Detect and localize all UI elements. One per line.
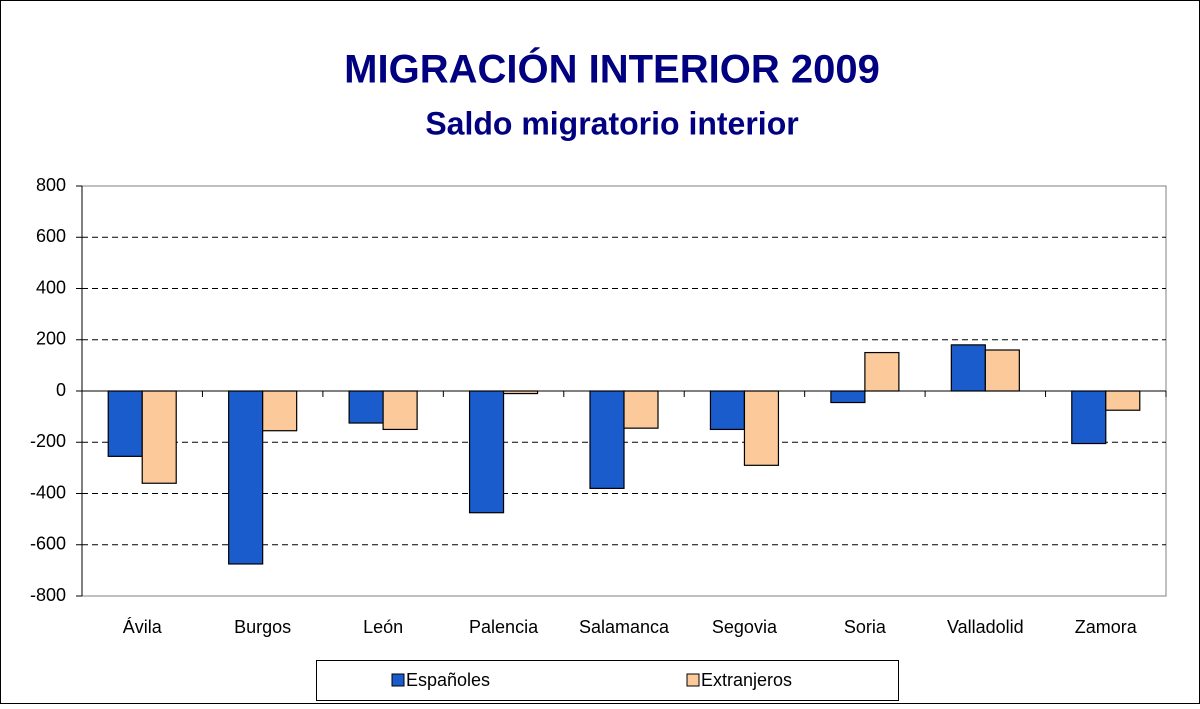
legend-swatch bbox=[686, 673, 700, 687]
x-tick-label: Valladolid bbox=[947, 617, 1024, 637]
x-tick-label: Salamanca bbox=[579, 617, 670, 637]
y-tick-label: 400 bbox=[36, 277, 66, 297]
y-tick-label: 600 bbox=[36, 226, 66, 246]
legend-box bbox=[316, 660, 899, 701]
x-tick-label: Segovia bbox=[712, 617, 778, 637]
y-tick-label: 800 bbox=[36, 175, 66, 195]
x-tick-label: Zamora bbox=[1075, 617, 1138, 637]
bar bbox=[589, 390, 625, 489]
bar bbox=[864, 351, 900, 392]
bar bbox=[262, 390, 298, 432]
y-tick-label: -400 bbox=[30, 482, 66, 502]
legend-label: Españoles bbox=[406, 670, 490, 690]
bar bbox=[228, 390, 264, 565]
y-tick-label: -800 bbox=[30, 585, 66, 605]
bar bbox=[468, 390, 505, 514]
y-tick-label: -600 bbox=[30, 534, 66, 554]
x-tick-label: Soria bbox=[844, 617, 887, 637]
bar bbox=[709, 390, 746, 431]
bar bbox=[950, 344, 986, 392]
bar bbox=[743, 390, 780, 466]
chart-title: MIGRACIÓN INTERIOR 2009 bbox=[344, 46, 880, 92]
bar bbox=[141, 390, 177, 484]
bar bbox=[348, 390, 384, 424]
legend-label: Extranjeros bbox=[701, 670, 792, 690]
bar bbox=[830, 390, 866, 404]
chart-subtitle: Saldo migratorio interior bbox=[425, 105, 798, 141]
bar bbox=[984, 349, 1020, 392]
legend-swatch bbox=[391, 673, 405, 687]
bar bbox=[1071, 390, 1107, 445]
bar bbox=[107, 390, 143, 457]
bar bbox=[382, 390, 418, 431]
x-tick-label: León bbox=[363, 617, 403, 637]
y-tick-label: 0 bbox=[56, 380, 66, 400]
x-tick-label: Burgos bbox=[234, 617, 291, 637]
x-tick-label: Palencia bbox=[469, 617, 539, 637]
y-tick-label: 200 bbox=[36, 329, 66, 349]
y-tick-label: -200 bbox=[30, 431, 66, 451]
x-tick-label: Ávila bbox=[123, 617, 163, 637]
bar bbox=[1105, 390, 1141, 411]
bar bbox=[623, 390, 659, 429]
